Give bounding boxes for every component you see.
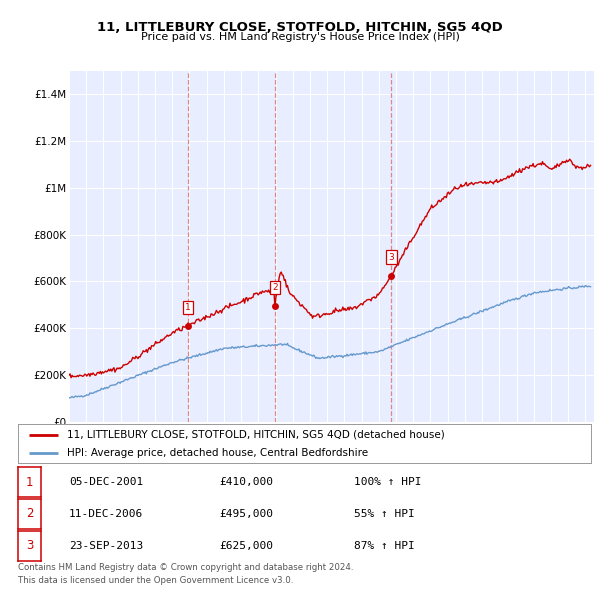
Text: 05-DEC-2001: 05-DEC-2001	[69, 477, 143, 487]
Text: 2: 2	[26, 507, 33, 520]
Text: 2: 2	[272, 283, 278, 292]
Text: Contains HM Land Registry data © Crown copyright and database right 2024.: Contains HM Land Registry data © Crown c…	[18, 563, 353, 572]
Text: 100% ↑ HPI: 100% ↑ HPI	[354, 477, 421, 487]
Text: 1: 1	[185, 303, 191, 312]
Text: HPI: Average price, detached house, Central Bedfordshire: HPI: Average price, detached house, Cent…	[67, 448, 368, 458]
Text: 55% ↑ HPI: 55% ↑ HPI	[354, 509, 415, 519]
Text: 11-DEC-2006: 11-DEC-2006	[69, 509, 143, 519]
Text: Price paid vs. HM Land Registry's House Price Index (HPI): Price paid vs. HM Land Registry's House …	[140, 32, 460, 42]
Text: 23-SEP-2013: 23-SEP-2013	[69, 541, 143, 550]
Text: This data is licensed under the Open Government Licence v3.0.: This data is licensed under the Open Gov…	[18, 576, 293, 585]
Text: 3: 3	[26, 539, 33, 552]
Text: 3: 3	[389, 253, 394, 261]
Text: 11, LITTLEBURY CLOSE, STOTFOLD, HITCHIN, SG5 4QD (detached house): 11, LITTLEBURY CLOSE, STOTFOLD, HITCHIN,…	[67, 430, 445, 440]
Text: 1: 1	[26, 476, 33, 489]
Text: £495,000: £495,000	[219, 509, 273, 519]
Text: 11, LITTLEBURY CLOSE, STOTFOLD, HITCHIN, SG5 4QD: 11, LITTLEBURY CLOSE, STOTFOLD, HITCHIN,…	[97, 21, 503, 34]
Text: 87% ↑ HPI: 87% ↑ HPI	[354, 541, 415, 550]
Text: £625,000: £625,000	[219, 541, 273, 550]
Text: £410,000: £410,000	[219, 477, 273, 487]
